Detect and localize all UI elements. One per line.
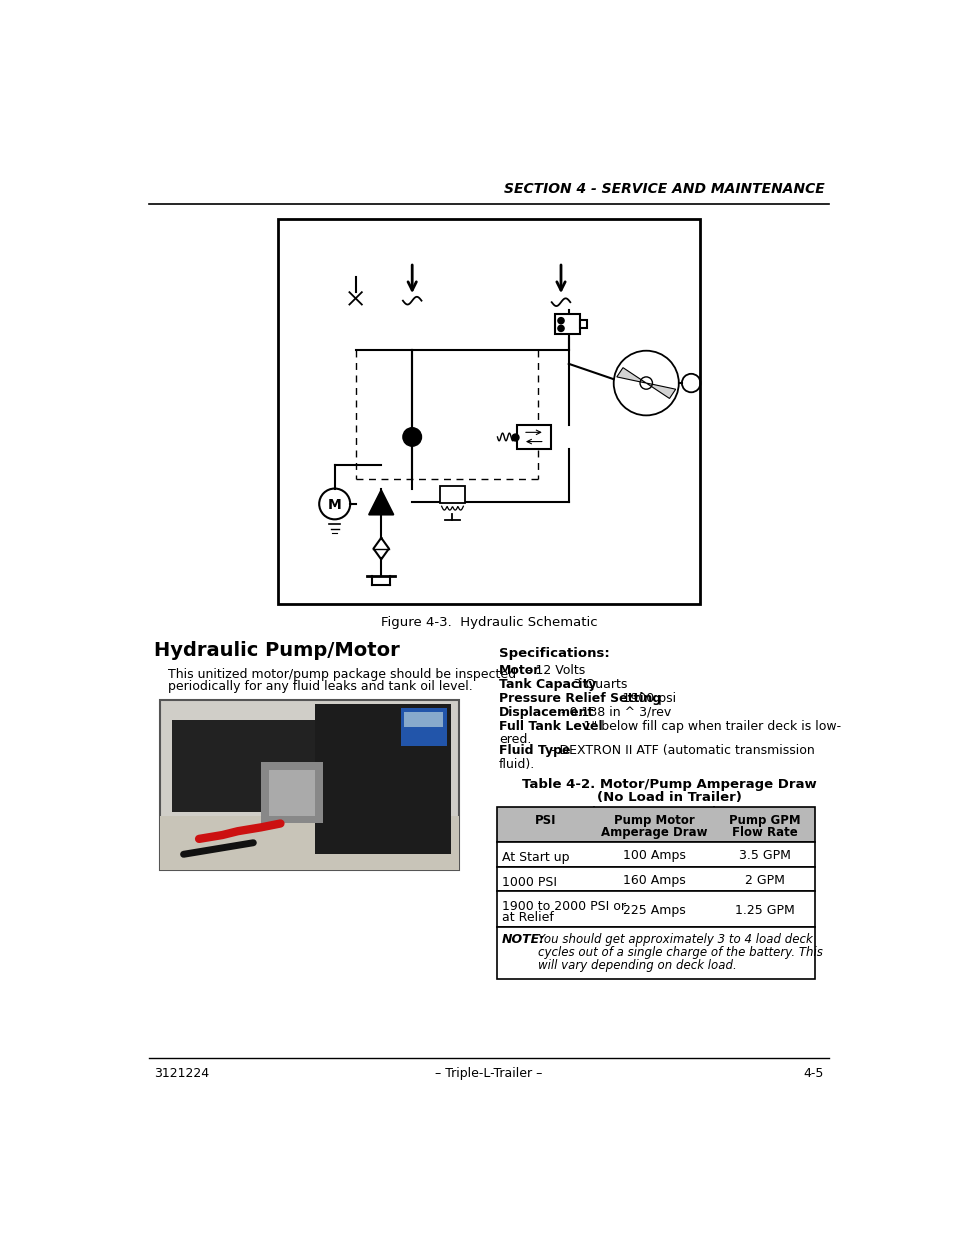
Polygon shape	[617, 368, 645, 383]
Bar	[497, 806, 815, 842]
Text: periodically for any fluid leaks and tank oil level.: periodically for any fluid leaks and tan…	[168, 680, 473, 693]
Text: Pump Motor: Pump Motor	[614, 814, 694, 827]
Text: NOTE:: NOTE:	[501, 932, 545, 946]
Bar	[497, 842, 815, 867]
Bar	[497, 926, 815, 979]
Text: At Start up: At Start up	[501, 851, 569, 864]
Bar	[400, 708, 447, 746]
Bar	[172, 720, 315, 811]
Text: Pump GPM: Pump GPM	[728, 814, 800, 827]
Text: – Triple-L-Trailer –: – Triple-L-Trailer –	[435, 1067, 542, 1079]
Bar	[160, 816, 458, 869]
Bar	[439, 487, 464, 503]
Bar	[497, 867, 815, 892]
Text: M: M	[328, 498, 341, 511]
Text: You should get approximately 3 to 4 load deck: You should get approximately 3 to 4 load…	[537, 932, 812, 946]
Text: - 12 Volts: - 12 Volts	[522, 664, 584, 677]
Circle shape	[558, 317, 563, 324]
Text: 100 Amps: 100 Amps	[622, 848, 685, 862]
Bar	[497, 892, 815, 926]
Text: 4-5: 4-5	[802, 1067, 822, 1079]
Circle shape	[558, 325, 563, 331]
Text: ered.: ered.	[498, 734, 531, 746]
Text: (No Load in Trailer): (No Load in Trailer)	[597, 792, 741, 804]
Text: Table 4-2. Motor/Pump Amperage Draw: Table 4-2. Motor/Pump Amperage Draw	[521, 778, 816, 792]
Polygon shape	[645, 383, 675, 399]
Text: - 0.138 in ^ 3/rev: - 0.138 in ^ 3/rev	[557, 705, 670, 719]
Text: cycles out of a single charge of the battery. This: cycles out of a single charge of the bat…	[537, 946, 821, 958]
Text: at Relief: at Relief	[501, 911, 554, 924]
Bar	[315, 704, 451, 855]
Bar	[261, 762, 323, 824]
Text: - 1900 psi: - 1900 psi	[609, 692, 675, 705]
Text: fluid).: fluid).	[498, 758, 535, 771]
Text: Specifications:: Specifications:	[498, 647, 609, 661]
Text: - DEXTRON II ATF (automatic transmission: - DEXTRON II ATF (automatic transmission	[546, 745, 814, 757]
Text: 1900 to 2000 PSI or: 1900 to 2000 PSI or	[501, 900, 625, 914]
Text: 3121224: 3121224	[154, 1067, 209, 1079]
Text: Flow Rate: Flow Rate	[731, 826, 797, 839]
Text: Amperage Draw: Amperage Draw	[600, 826, 707, 839]
Text: - 1" below fill cap when trailer deck is low-: - 1" below fill cap when trailer deck is…	[571, 720, 841, 732]
Text: Motor: Motor	[498, 664, 539, 677]
Text: Pressure Relief Setting: Pressure Relief Setting	[498, 692, 660, 705]
Text: - 3 Quarts: - 3 Quarts	[561, 678, 627, 690]
Bar	[404, 711, 443, 727]
Polygon shape	[369, 490, 394, 515]
Bar	[269, 769, 315, 816]
Text: 2 GPM: 2 GPM	[744, 873, 784, 887]
Text: Full Tank Level: Full Tank Level	[498, 720, 602, 732]
Text: Figure 4-3.  Hydraulic Schematic: Figure 4-3. Hydraulic Schematic	[380, 616, 597, 630]
Text: PSI: PSI	[535, 814, 556, 827]
Bar	[555, 314, 579, 333]
Bar	[579, 320, 587, 327]
Text: will vary depending on deck load.: will vary depending on deck load.	[537, 960, 736, 972]
Text: 1000 PSI: 1000 PSI	[501, 876, 557, 889]
Text: SECTION 4 - SERVICE AND MAINTENANCE: SECTION 4 - SERVICE AND MAINTENANCE	[503, 182, 823, 196]
Text: This unitized motor/pump package should be inspected: This unitized motor/pump package should …	[168, 668, 516, 680]
Text: Fluid Type: Fluid Type	[498, 745, 570, 757]
Text: Displacement: Displacement	[498, 705, 594, 719]
Text: 1.25 GPM: 1.25 GPM	[734, 904, 794, 916]
Text: 225 Amps: 225 Amps	[622, 904, 685, 916]
Text: Tank Capacity: Tank Capacity	[498, 678, 596, 690]
Bar	[278, 219, 700, 604]
Circle shape	[402, 427, 421, 446]
Text: 3.5 GPM: 3.5 GPM	[739, 848, 790, 862]
Bar	[517, 425, 550, 448]
Text: Hydraulic Pump/Motor: Hydraulic Pump/Motor	[154, 641, 399, 659]
Text: 160 Amps: 160 Amps	[622, 873, 685, 887]
Bar	[160, 700, 458, 869]
